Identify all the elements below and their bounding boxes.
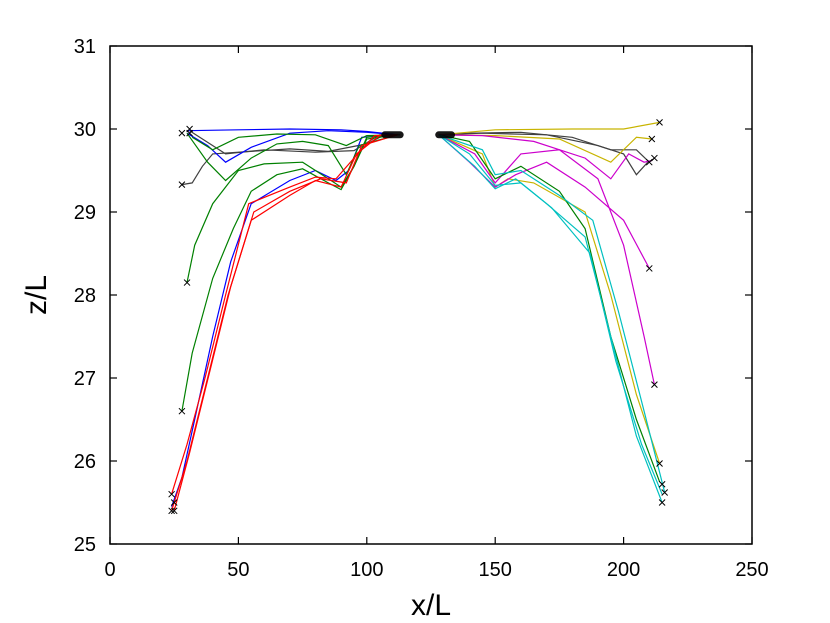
x-tick-label: 100: [350, 559, 383, 581]
series-line-green-right-1: [438, 134, 661, 483]
end-marker-3: [178, 181, 186, 188]
y-axis-label: z/L: [20, 275, 53, 315]
series-line-cyan-right-3: [438, 134, 666, 493]
ticks-layer: 0 50 100 150 200 250 25 26 27 28 29 30 31: [74, 36, 769, 581]
end-marker-10: [656, 119, 663, 126]
series-line-magenta-right-3: [438, 134, 655, 385]
series-line-green-left-4: [191, 133, 398, 151]
end-marker-0: [178, 129, 186, 137]
series-line-cyan-right-2: [438, 134, 663, 495]
y-tick-label: 25: [74, 534, 96, 556]
end-marker-5: [178, 407, 186, 415]
series-line-red-left-3: [171, 134, 398, 495]
y-tick-label: 28: [74, 285, 96, 307]
x-tick-label: 150: [479, 559, 512, 581]
end-marker-14: [645, 265, 653, 272]
end-marker-12: [651, 154, 658, 162]
x-tick-label: 200: [607, 559, 640, 581]
series-line-yellow-right-3: [438, 134, 661, 464]
end-marker-17: [658, 480, 666, 488]
series-line-blue-left-3: [171, 134, 398, 507]
end-marker-6: [168, 490, 175, 498]
end-marker-4: [183, 279, 191, 286]
series-line-yellow-right-1: [438, 121, 660, 136]
series-line-magenta-right-2: [438, 134, 650, 269]
end-marker-8: [168, 507, 175, 515]
x-tick-label: 0: [104, 559, 115, 581]
x-axis-label: x/L: [411, 589, 451, 622]
markers-layer: [168, 119, 669, 515]
end-marker-11: [648, 135, 656, 143]
series-line-magenta-right-1: [438, 134, 652, 180]
end-marker-13: [645, 158, 653, 166]
end-marker-19: [658, 499, 666, 506]
series-line-black-right-2: [438, 132, 650, 176]
series-line-blue-left-1: [186, 128, 398, 136]
series-line-red-left-1: [171, 134, 398, 511]
end-marker-15: [651, 381, 658, 388]
end-marker-16: [656, 460, 663, 467]
series-layer: [171, 121, 666, 511]
y-tick-label: 27: [74, 368, 96, 390]
y-tick-label: 30: [74, 119, 96, 141]
axes-frame: [109, 45, 753, 545]
y-tick-label: 31: [74, 36, 96, 58]
end-marker-2: [186, 129, 193, 137]
end-marker-7: [170, 499, 178, 506]
series-line-black-right-1: [438, 131, 655, 163]
series-line-red-left-2: [173, 134, 398, 511]
y-tick-label: 26: [74, 451, 96, 473]
end-marker-9: [170, 507, 178, 515]
end-marker-18: [661, 489, 669, 496]
series-line-green-left-2: [181, 134, 398, 412]
y-tick-label: 29: [74, 202, 96, 224]
x-tick-label: 250: [735, 559, 768, 581]
x-tick-label: 50: [227, 559, 249, 581]
series-line-green-left-1: [186, 134, 398, 283]
